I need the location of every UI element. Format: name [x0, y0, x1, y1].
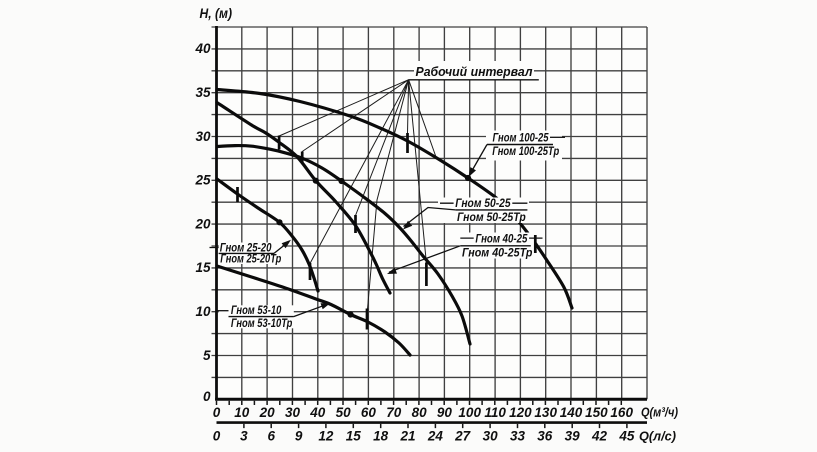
svg-text:Гном 53-10Тр: Гном 53-10Тр [231, 318, 293, 330]
svg-text:45: 45 [618, 429, 635, 444]
svg-text:Гном 50-25Тр: Гном 50-25Тр [457, 212, 526, 224]
svg-text:0: 0 [203, 389, 211, 404]
svg-text:15: 15 [195, 260, 211, 275]
svg-text:Рабочий интервал: Рабочий интервал [416, 64, 533, 79]
svg-text:Гном 25-20: Гном 25-20 [220, 242, 272, 254]
svg-text:40: 40 [194, 41, 211, 56]
svg-text:40: 40 [309, 405, 326, 420]
svg-text:150: 150 [585, 405, 608, 420]
svg-text:140: 140 [560, 405, 583, 420]
svg-text:Q(м³/ч): Q(м³/ч) [641, 406, 678, 420]
svg-text:10: 10 [195, 304, 211, 319]
svg-text:21: 21 [399, 429, 415, 444]
svg-text:Н, (м): Н, (м) [200, 6, 233, 21]
svg-text:90: 90 [437, 405, 453, 420]
svg-text:5: 5 [203, 348, 211, 363]
svg-text:Гном 40-25: Гном 40-25 [475, 234, 528, 246]
svg-text:110: 110 [484, 405, 506, 420]
svg-text:12: 12 [318, 429, 334, 444]
svg-text:Гном 50-25: Гном 50-25 [455, 198, 511, 210]
svg-text:42: 42 [591, 429, 608, 444]
svg-text:35: 35 [195, 85, 211, 100]
svg-text:33: 33 [510, 429, 526, 444]
svg-text:80: 80 [412, 405, 428, 420]
svg-text:Q(л/с): Q(л/с) [639, 430, 676, 444]
svg-text:6: 6 [267, 429, 275, 444]
svg-text:30: 30 [483, 429, 499, 444]
svg-text:Гном 25-20Тр: Гном 25-20Тр [220, 254, 281, 266]
svg-text:30: 30 [195, 129, 211, 144]
svg-text:Гном 100-25: Гном 100-25 [493, 133, 549, 145]
svg-text:36: 36 [537, 429, 553, 444]
svg-text:50: 50 [336, 405, 352, 420]
svg-text:9: 9 [295, 429, 303, 444]
svg-text:100: 100 [458, 405, 481, 420]
svg-text:Гном 40-25Тр: Гном 40-25Тр [462, 248, 532, 260]
svg-text:25: 25 [194, 173, 211, 188]
svg-text:160: 160 [610, 405, 633, 420]
svg-text:18: 18 [373, 429, 389, 444]
svg-text:Гном 53-10: Гном 53-10 [231, 305, 282, 317]
svg-text:15: 15 [346, 429, 362, 444]
svg-text:0: 0 [213, 405, 221, 420]
svg-text:20: 20 [194, 216, 211, 231]
svg-text:70: 70 [386, 405, 402, 420]
svg-text:30: 30 [285, 405, 301, 420]
svg-text:20: 20 [259, 405, 276, 420]
svg-text:10: 10 [234, 405, 250, 420]
svg-text:Гном 100-25Тр: Гном 100-25Тр [492, 146, 559, 158]
svg-text:0: 0 [213, 429, 221, 444]
svg-text:3: 3 [240, 429, 248, 444]
svg-text:60: 60 [361, 405, 377, 420]
svg-text:27: 27 [454, 429, 472, 444]
svg-text:130: 130 [534, 405, 557, 420]
svg-text:39: 39 [565, 429, 581, 444]
svg-text:24: 24 [427, 429, 444, 444]
svg-text:120: 120 [509, 405, 532, 420]
